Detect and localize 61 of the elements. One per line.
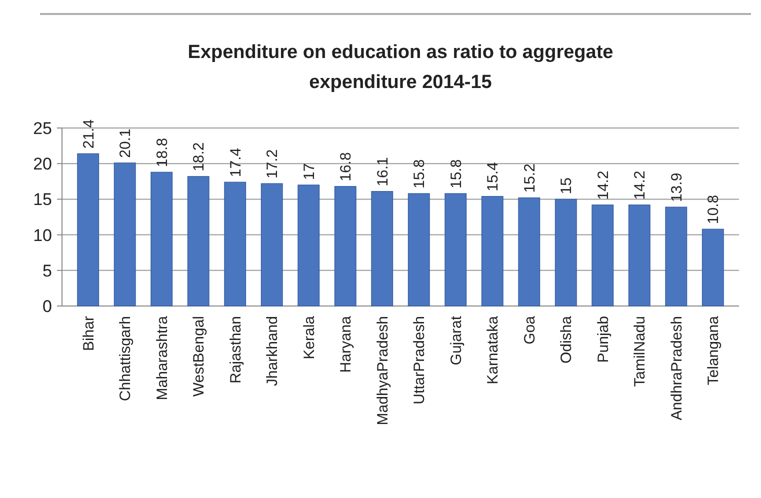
data-label: 16.8: [338, 152, 355, 182]
x-tick-label: Kerala: [300, 315, 318, 360]
x-tick-label: Rajasthan: [227, 316, 244, 384]
bar: [187, 176, 210, 306]
x-tick-label: Telangana: [705, 315, 722, 386]
chart-title: Expenditure on education as ratio to aggregate expenditure 2014-15: [188, 42, 614, 93]
y-tick-label: 20: [33, 154, 52, 174]
y-tick-label: 0: [42, 296, 52, 316]
x-tick-label: Karnataka: [484, 315, 502, 384]
bar: [665, 206, 688, 306]
x-tick-label: Jharkhand: [264, 316, 282, 386]
y-tick-label: 5: [42, 261, 52, 280]
bar: [298, 184, 320, 306]
x-tick-label: AndhraPradesh: [668, 316, 686, 420]
bar: [628, 204, 650, 306]
data-label: 15: [558, 178, 576, 194]
x-tick-label: Chhattisgarh: [117, 316, 134, 402]
bar: [444, 193, 467, 306]
data-label: 17.2: [264, 149, 282, 179]
bar: [408, 193, 430, 306]
data-label: 18.2: [190, 142, 208, 172]
x-tick-label: Bihar: [80, 316, 98, 352]
data-label: 15.8: [448, 159, 465, 189]
data-label: 17: [300, 163, 318, 180]
y-tick-label: 15: [33, 190, 52, 210]
data-label: 14.2: [594, 170, 612, 200]
data-label: 15.8: [411, 159, 428, 189]
x-tick-label: TamilNadu: [632, 316, 649, 387]
x-tick-label: MadhyaPradesh: [374, 316, 392, 426]
bar: [554, 198, 577, 306]
data-label: 14.2: [632, 170, 649, 200]
data-label: 20.1: [117, 128, 134, 158]
bar: [592, 204, 614, 306]
bar: [481, 196, 504, 306]
y-tick-label: 25: [33, 118, 52, 138]
x-tick-label: Maharashtra: [154, 315, 171, 400]
x-tick-label: Haryana: [338, 315, 355, 373]
bar: [518, 197, 540, 306]
data-label: 18.8: [154, 138, 171, 168]
bar: [371, 191, 394, 306]
bar: [224, 182, 246, 306]
data-label: 10.8: [705, 194, 722, 224]
data-label: 21.4: [80, 119, 98, 149]
bar: [334, 186, 356, 306]
x-tick-label: Gujarat: [448, 315, 465, 366]
data-label: 15.2: [521, 164, 538, 193]
bar: [702, 228, 724, 306]
x-tick-label: UttarPradesh: [411, 316, 428, 404]
bar: [150, 172, 173, 306]
x-tick-label: Punjab: [594, 316, 612, 363]
data-label: 13.9: [668, 172, 686, 202]
x-tick-label: WestBengal: [190, 316, 208, 397]
data-label: 16.1: [374, 157, 392, 186]
bar: [77, 153, 100, 306]
data-label: 15.4: [484, 162, 502, 192]
x-tick-label: Odisha: [558, 315, 576, 364]
y-tick-label: 10: [33, 226, 52, 245]
x-tick-label: Goa: [521, 315, 538, 344]
data-label: 17.4: [227, 148, 244, 178]
bar: [114, 162, 136, 306]
bar: [260, 183, 283, 306]
